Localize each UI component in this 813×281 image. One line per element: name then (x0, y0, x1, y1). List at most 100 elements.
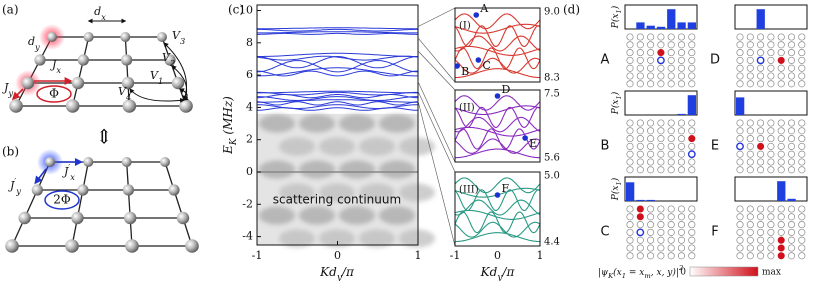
site-amplitude (767, 236, 775, 244)
state-label: A (601, 53, 610, 68)
band (257, 32, 418, 35)
label-part: K (607, 272, 614, 280)
continuum-blob (339, 160, 375, 179)
inset-range-label: 5.0 (544, 171, 560, 182)
site-amplitude (626, 252, 634, 260)
site-amplitude (798, 64, 806, 72)
site (47, 32, 57, 42)
site-amplitude (667, 205, 675, 213)
prob-bar (646, 199, 655, 201)
site-amplitude (746, 150, 754, 158)
band (256, 101, 419, 106)
site-amplitude (736, 221, 744, 229)
label-part: P(x (610, 186, 621, 202)
site-amplitude (667, 158, 675, 166)
inset-band (455, 57, 540, 74)
site-amplitude (657, 228, 665, 236)
site-amplitude (626, 213, 634, 221)
colorbar-label: |ψK(x1 = xm, x, y)|2 (598, 264, 683, 280)
zoom-line (417, 7, 456, 27)
site-amplitude (736, 119, 744, 127)
site-amplitude (787, 64, 796, 72)
site-amplitude (736, 228, 744, 236)
site-amplitude (756, 56, 765, 65)
site-amplitude (688, 205, 696, 213)
site-amplitude (657, 127, 665, 135)
site-amplitude (746, 80, 754, 88)
site-amplitude (767, 72, 775, 80)
state-label: C (600, 225, 609, 240)
site-amplitude (677, 158, 686, 166)
bond (124, 36, 130, 107)
y-tick-label: 10 (239, 4, 253, 17)
continuum-blob (339, 206, 375, 225)
label-part: x (70, 172, 75, 182)
label: V4 (118, 85, 131, 102)
label: V1 (150, 69, 163, 86)
site-amplitude (777, 41, 785, 49)
site-amplitude (647, 119, 655, 127)
site-amplitude (657, 166, 665, 174)
bond (161, 36, 187, 107)
site-amplitude (767, 213, 775, 221)
continuum-shading (259, 114, 435, 248)
state-point (473, 12, 480, 18)
x-tick-label: 1 (537, 249, 544, 262)
site-amplitude (757, 135, 765, 143)
site (77, 54, 89, 66)
label-part: P(x (610, 14, 621, 30)
prob-frame (734, 4, 808, 30)
site (124, 211, 137, 225)
site-amplitude (746, 228, 754, 236)
site-amplitude (647, 49, 655, 57)
band (257, 96, 418, 102)
label-part: y (7, 88, 13, 98)
label-part: d (94, 5, 101, 18)
label-part: E (221, 145, 235, 155)
site-amplitude (757, 142, 765, 150)
site-amplitude (736, 142, 744, 151)
inset-frame (454, 89, 541, 163)
site-amplitude (736, 127, 744, 135)
site-amplitude (736, 236, 744, 244)
colorbar-tick: max (762, 268, 781, 278)
label-part: J (2, 81, 9, 94)
continuum-blob (339, 114, 375, 133)
site-amplitude (677, 228, 686, 236)
label-part: 2 (678, 264, 683, 272)
site-amplitude (667, 41, 675, 49)
site-amplitude (636, 213, 644, 221)
site-amplitude (777, 221, 785, 229)
site-amplitude (746, 205, 754, 213)
panel-label: (a) (2, 3, 19, 17)
x-tick-label: 1 (415, 249, 422, 262)
site-amplitude (736, 158, 744, 166)
site-amplitude (767, 127, 775, 135)
site-amplitude (787, 150, 796, 158)
site (65, 99, 80, 113)
y-axis-label: P(x1) (610, 5, 624, 29)
site-amplitude (688, 252, 696, 260)
site-amplitude (626, 142, 634, 150)
state-point (475, 57, 482, 63)
prob-bar (656, 26, 666, 29)
site-amplitude (647, 244, 655, 252)
site-amplitude (746, 41, 754, 49)
site-amplitude (787, 80, 796, 88)
site-amplitude (746, 166, 754, 174)
label-part: x (101, 12, 106, 22)
site-amplitude (677, 72, 686, 80)
site (71, 76, 85, 90)
label: Jy (2, 81, 13, 98)
prob-bar (687, 22, 696, 29)
label: dy (28, 35, 40, 52)
site-amplitude (777, 142, 785, 150)
inset-label: (I) (459, 21, 471, 32)
site-amplitude (777, 244, 785, 252)
site-amplitude (647, 252, 655, 260)
site (121, 157, 132, 167)
label-part: Kd (480, 265, 498, 279)
site-amplitude (667, 150, 675, 158)
inset-band (455, 106, 540, 128)
interaction-arrow (129, 88, 185, 103)
